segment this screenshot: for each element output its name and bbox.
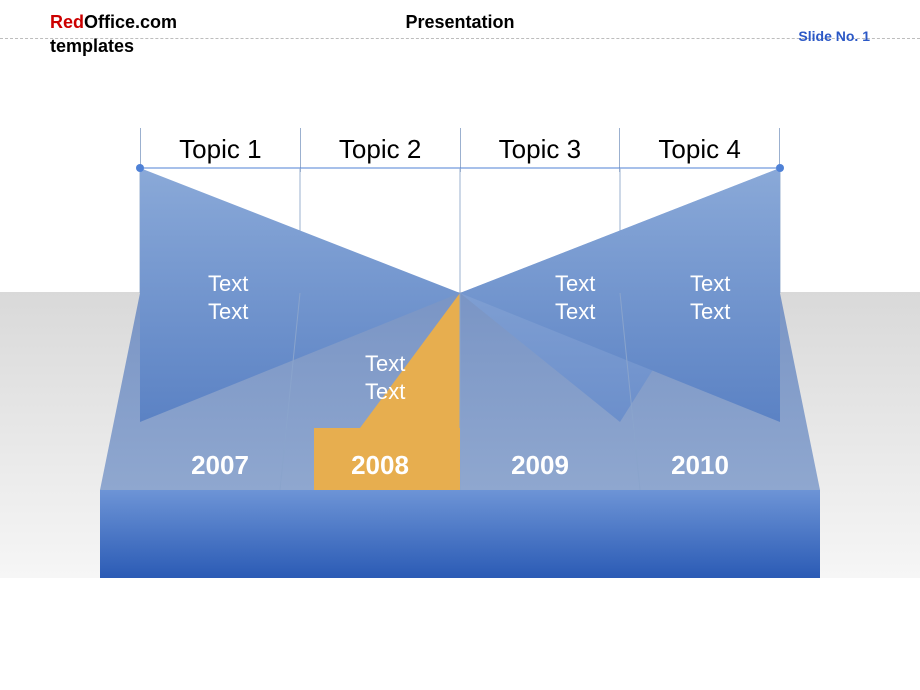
header-divider (0, 38, 920, 39)
triangle-label: Text Text (690, 270, 730, 325)
slide-header: RedOffice.com templates Presentation Sli… (0, 0, 920, 50)
triangle-label: Text Text (365, 350, 405, 405)
tri-text-line: Text (555, 270, 595, 298)
tri-text-line: Text (555, 298, 595, 326)
platform-front-face (100, 490, 820, 578)
tri-text-line: Text (365, 378, 405, 406)
slide-number: Slide No. 1 (798, 28, 870, 44)
tri-text-line: Text (365, 350, 405, 378)
year-cell: 2008 (300, 450, 460, 490)
year-cell: 2010 (620, 450, 780, 490)
tri-text-line: Text (690, 298, 730, 326)
selection-handle[interactable] (136, 164, 144, 172)
diagram-svg (100, 128, 820, 578)
triangle-label: Text Text (208, 270, 248, 325)
presentation-title: Presentation (0, 12, 920, 33)
selection-handle[interactable] (776, 164, 784, 172)
timeline-diagram: Topic 1 Topic 2 Topic 3 Topic 4 (100, 128, 820, 578)
triangle-label: Text Text (555, 270, 595, 325)
year-cell: 2007 (140, 450, 300, 490)
tri-text-line: Text (690, 270, 730, 298)
year-row: 2007 2008 2009 2010 (140, 450, 780, 490)
tri-text-line: Text (208, 298, 248, 326)
year-cell: 2009 (460, 450, 620, 490)
brand-subtitle: templates (50, 36, 134, 57)
tri-text-line: Text (208, 270, 248, 298)
